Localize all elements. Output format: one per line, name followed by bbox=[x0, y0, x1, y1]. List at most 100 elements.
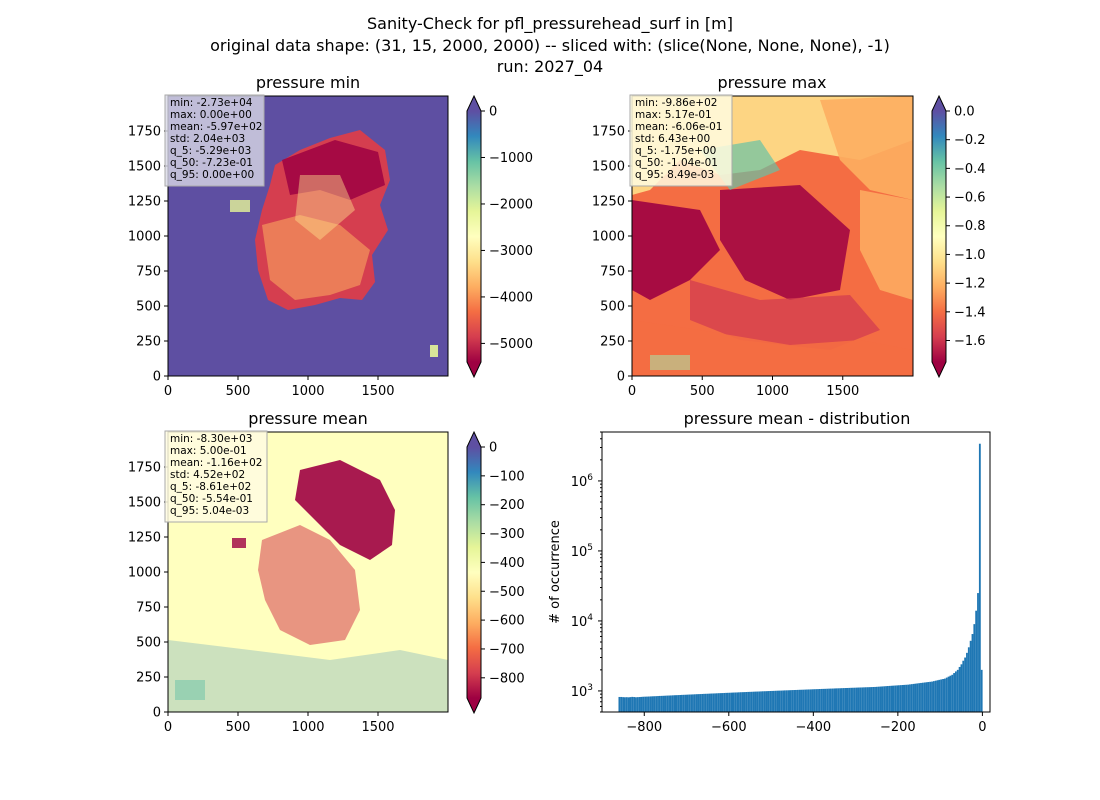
histogram-bar bbox=[980, 669, 983, 712]
colorbar-pressure-max: 0.0 −0.2 −0.4 −0.6 −0.8 −1.0 −1.2 −1.4 −1.6 bbox=[931, 94, 986, 379]
histogram-bar bbox=[800, 689, 803, 712]
histogram-bar bbox=[730, 692, 733, 712]
histogram-bar bbox=[896, 685, 899, 712]
histogram-bar bbox=[795, 689, 797, 712]
histogram-bar bbox=[651, 696, 654, 712]
histogram-bar bbox=[629, 697, 632, 712]
histogram-bar bbox=[955, 671, 957, 712]
histogram-bar bbox=[969, 640, 972, 712]
histogram-bar bbox=[782, 690, 784, 712]
histogram-bar bbox=[818, 689, 821, 712]
y-tick-label: 250 bbox=[136, 671, 161, 686]
x-tick-label: −800 bbox=[626, 720, 662, 735]
heatmap-region-germany-speckle bbox=[262, 215, 370, 300]
y-tick-label: 0 bbox=[153, 370, 161, 385]
y-tick-label: 1750 bbox=[128, 461, 161, 476]
histogram-bar bbox=[743, 692, 746, 712]
histogram-bar bbox=[820, 688, 823, 712]
y-axis-ticks: 0 250 500 750 1000 1250 1500 1750 bbox=[128, 461, 168, 721]
colorbar-extend-bottom bbox=[467, 362, 481, 377]
histogram-bar bbox=[940, 679, 943, 712]
y-axis-label: # of occurrence bbox=[548, 520, 563, 624]
histogram-bar bbox=[778, 690, 781, 712]
y-tick-label: 750 bbox=[136, 265, 161, 280]
stat-line: min: -9.86e+02 bbox=[635, 97, 717, 109]
y-tick-exponent: 4 bbox=[587, 613, 593, 623]
colorbar-tick-label: −500 bbox=[489, 585, 525, 600]
colorbar-tick-label: 0.0 bbox=[954, 105, 975, 120]
x-tick-label: −200 bbox=[880, 720, 916, 735]
histogram-bar bbox=[852, 687, 854, 712]
y-tick-label: 1250 bbox=[592, 195, 625, 210]
x-tick-label: 500 bbox=[226, 720, 251, 735]
stat-line: max: 5.00e-01 bbox=[170, 445, 247, 457]
histogram-bar bbox=[657, 696, 659, 712]
y-tick-exponent: 5 bbox=[587, 543, 593, 553]
histogram-bar bbox=[734, 692, 737, 712]
x-tick-label: 1000 bbox=[756, 384, 789, 399]
colorbar-tick-label: −1.0 bbox=[954, 248, 986, 263]
panel-title-pressure-mean: pressure mean bbox=[248, 409, 368, 428]
x-axis-ticks: 0 500 1000 1500 bbox=[164, 712, 395, 735]
panel-pressure-mean-distribution: pressure mean - distribution −800 −600 −40… bbox=[548, 409, 991, 735]
y-tick-label: 1750 bbox=[128, 125, 161, 140]
histogram-bar bbox=[739, 692, 742, 712]
histogram-bar bbox=[618, 696, 621, 712]
stats-box-background bbox=[164, 94, 265, 187]
y-tick-label: 1000 bbox=[128, 566, 161, 581]
figure-title-line-1: Sanity-Check for pfl_pressurehead_surf i… bbox=[367, 14, 733, 34]
heatmap-region-central bbox=[720, 185, 850, 300]
histogram-bar bbox=[760, 691, 762, 712]
colorbar-extend-bottom bbox=[932, 362, 946, 377]
histogram-bar bbox=[793, 690, 796, 712]
histogram-bar bbox=[804, 689, 807, 712]
heatmap-speckle-west bbox=[230, 200, 250, 212]
histogram-bar bbox=[627, 697, 630, 712]
histogram-bar bbox=[750, 691, 753, 712]
stats-box-background bbox=[629, 94, 733, 187]
colorbar-tick-label: −0.4 bbox=[954, 162, 986, 177]
histogram-bar bbox=[655, 696, 658, 712]
stat-line: q_95: 8.49e-03 bbox=[635, 169, 714, 181]
y-tick-label: 1500 bbox=[128, 160, 161, 175]
colorbar-pressure-min: 0 −1000 −2000 −3000 −4000 −5000 bbox=[466, 94, 533, 379]
histogram-bar bbox=[806, 689, 808, 712]
colorbar-pressure-mean: 0 −100 −200 −300 −400 −500 −600 −700 −800 bbox=[466, 430, 525, 715]
histogram-bar bbox=[977, 593, 979, 712]
histogram-bar bbox=[692, 694, 694, 712]
histogram-bar bbox=[693, 694, 696, 712]
histogram-bar bbox=[758, 691, 761, 712]
histogram-bar bbox=[706, 693, 709, 712]
histogram-bar bbox=[796, 689, 799, 712]
histogram-bar bbox=[826, 688, 829, 712]
x-tick-label: 0 bbox=[164, 384, 172, 399]
histogram-bar bbox=[829, 688, 832, 712]
histogram-bar bbox=[859, 687, 862, 712]
histogram-bar bbox=[719, 693, 722, 712]
histogram-bar bbox=[861, 687, 864, 712]
histogram-bar bbox=[640, 696, 643, 712]
histogram-bar bbox=[710, 693, 713, 712]
histogram-bar bbox=[881, 686, 884, 712]
histogram-bar bbox=[635, 697, 637, 712]
histogram-bar bbox=[767, 691, 770, 712]
y-tick-label: 1000 bbox=[592, 230, 625, 245]
stat-line: q_50: -5.54e-01 bbox=[170, 493, 253, 505]
heatmap-region-south bbox=[632, 320, 913, 376]
axes-frame bbox=[601, 431, 991, 713]
histogram-bar bbox=[673, 695, 676, 712]
histogram-bar bbox=[942, 679, 944, 712]
histogram-bar bbox=[675, 695, 678, 712]
y-axis-ticks: 103 104 105 106 bbox=[571, 431, 602, 713]
stat-line: q_5: -1.75e+00 bbox=[635, 145, 716, 157]
panel-title-distribution: pressure mean - distribution bbox=[684, 409, 911, 428]
colorbar-tick-label: −100 bbox=[489, 469, 525, 484]
histogram-bar bbox=[929, 681, 932, 712]
histogram-bar bbox=[962, 660, 965, 712]
histogram-bar bbox=[901, 685, 904, 712]
histogram-bar bbox=[927, 682, 930, 712]
histogram-bar bbox=[905, 684, 908, 712]
colorbar-tick-label: −700 bbox=[489, 642, 525, 657]
colorbar-extend-bottom bbox=[467, 698, 481, 713]
